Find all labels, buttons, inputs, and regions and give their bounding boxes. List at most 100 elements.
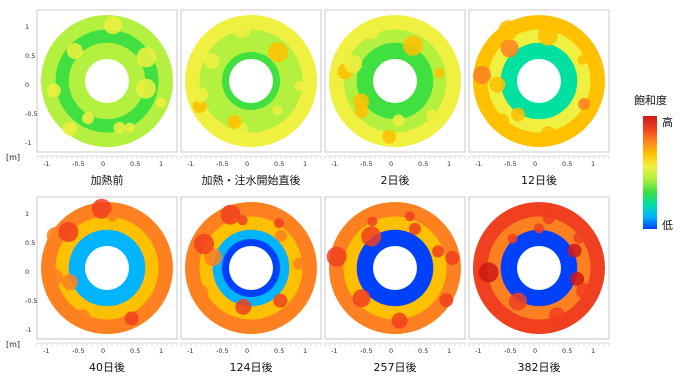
legend-high-label: 高 [662, 115, 673, 129]
saturation-patch [274, 124, 287, 136]
panel-2: -1 -0.5 0 0.5 1加熱・注水開始直後 [180, 9, 322, 187]
panel-caption: 加熱・注水開始直後 [202, 173, 301, 187]
saturation-patch [190, 284, 209, 303]
panel-caption: 2日後 [381, 173, 410, 187]
x-tick-label: -0.5 [504, 160, 517, 168]
saturation-patch [124, 311, 139, 326]
legend: 飽和度 高 低 [634, 93, 673, 232]
saturation-patch [44, 268, 63, 287]
saturation-patch [498, 20, 519, 41]
saturation-patch [507, 233, 518, 244]
saturation-patch [66, 43, 83, 59]
borehole [85, 246, 129, 290]
saturation-patch [58, 222, 79, 242]
legend-low-label: 低 [662, 219, 673, 232]
saturation-patch [391, 312, 408, 329]
saturation-patch [403, 35, 423, 56]
saturation-patch [392, 114, 405, 127]
saturation-patch [432, 245, 445, 258]
x-tick-label: -1 [475, 160, 481, 168]
x-tick-label: 1 [447, 160, 451, 168]
saturation-patch [567, 243, 582, 258]
saturation-patch [124, 122, 135, 133]
saturation-patch [62, 121, 77, 136]
x-tick-label: 0 [389, 347, 393, 355]
borehole [85, 59, 129, 103]
saturation-patch [509, 292, 527, 311]
saturation-patch [353, 93, 370, 110]
saturation-patch [136, 47, 157, 68]
panel-caption: 257日後 [374, 360, 417, 374]
y-tick-label: 0 [25, 81, 29, 89]
x-tick-label: 0.5 [418, 160, 428, 168]
saturation-patch [541, 126, 556, 140]
saturation-patch [352, 289, 371, 308]
x-tick-label: 1 [303, 160, 307, 168]
x-tick-label: -0.5 [360, 160, 373, 168]
saturation-patch [235, 298, 252, 315]
saturation-patch [203, 53, 220, 69]
saturation-patch [326, 246, 347, 267]
x-tick-label: -0.5 [216, 160, 229, 168]
saturation-patch [46, 83, 61, 98]
saturation-patch [294, 81, 305, 92]
y-tick-label: -0.5 [25, 297, 38, 305]
saturation-patch [192, 99, 207, 114]
saturation-patch [473, 66, 492, 84]
saturation-patch [534, 223, 544, 234]
saturation-patch [274, 218, 284, 229]
x-tick-label: 1 [303, 347, 307, 355]
panel-1: 1 0.5 0 -0.5 -1 -1 -0.5 0 0.5 1 加熱前 [25, 9, 178, 187]
x-tick-label: 0 [101, 347, 105, 355]
saturation-patch [227, 114, 242, 129]
panel-caption: 124日後 [230, 360, 273, 374]
y-tick-label: 0.5 [25, 52, 35, 60]
panel-3: -1 -0.5 0 0.5 1 2日後 [324, 9, 466, 187]
saturation-patch [194, 234, 214, 254]
x-tick-label: -0.5 [216, 347, 229, 355]
panel-caption: 40日後 [89, 360, 125, 374]
legend-colorbar [643, 116, 657, 229]
x-tick-label: -1 [187, 160, 193, 168]
borehole [229, 59, 273, 103]
x-tick-label: 0 [389, 160, 393, 168]
panel-7: -1 -0.5 0 0.5 1 257日後 [324, 196, 466, 374]
borehole [229, 246, 273, 290]
saturation-patch [232, 20, 251, 38]
panel-caption: 382日後 [518, 360, 561, 374]
x-tick-label: 0.5 [130, 160, 140, 168]
x-tick-label: 0 [101, 160, 105, 168]
x-tick-label: -0.5 [360, 347, 373, 355]
saturation-patch [549, 307, 566, 324]
saturation-patch [273, 293, 288, 308]
saturation-patch [74, 309, 90, 325]
unit-label-bottom: [m] [6, 340, 20, 349]
saturation-patch [156, 97, 167, 108]
saturation-patch [268, 42, 288, 62]
borehole [373, 246, 417, 290]
y-tick-label: -1 [25, 326, 31, 334]
saturation-patch [344, 55, 363, 74]
saturation-patch [570, 271, 585, 286]
borehole [517, 59, 561, 103]
saturation-patch [107, 211, 118, 222]
saturation-patch [576, 283, 593, 299]
saturation-patch [489, 76, 506, 93]
y-tick-label: -1 [25, 139, 31, 147]
unit-label-top: [m] [6, 153, 20, 162]
saturation-patch [542, 212, 555, 225]
panel-caption: 12日後 [521, 173, 557, 187]
saturation-patch [367, 216, 378, 227]
panel-5: 1 0.5 0 -0.5 -1 -1 -0.5 0 0.5 1 40日後 [25, 196, 178, 374]
x-tick-label: -0.5 [504, 347, 517, 355]
x-tick-label: 1 [159, 347, 163, 355]
saturation-patch [382, 129, 397, 144]
saturation-patch [103, 16, 122, 35]
y-tick-label: 1 [25, 23, 29, 31]
saturation-patch [439, 293, 454, 308]
saturation-patch [293, 257, 306, 270]
y-tick-label: 0 [25, 268, 29, 276]
x-tick-label: -1 [43, 160, 49, 168]
